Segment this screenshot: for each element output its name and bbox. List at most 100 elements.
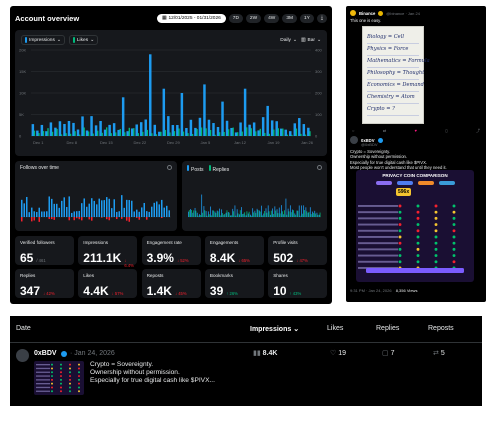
range-3m-button[interactable]: 3M [282, 13, 297, 23]
stat-card[interactable]: Profile visits 502 ↓ 47% [268, 236, 328, 265]
likes-bar [42, 131, 45, 136]
header-replies[interactable]: Replies [376, 325, 400, 332]
follow-bar [53, 203, 55, 217]
bookmark-icon[interactable]: ▯ [445, 128, 448, 133]
follow-bar [78, 210, 80, 217]
replies-bar [277, 213, 279, 217]
author-name[interactable]: 0xBDV [361, 137, 375, 143]
info-icon[interactable] [317, 165, 322, 170]
impressions-bar [135, 124, 138, 136]
stat-card[interactable]: Engagements 8.4K ↓ 65% [204, 236, 264, 265]
likes-bar [106, 127, 108, 136]
avatar[interactable] [350, 136, 358, 144]
likes-bar [227, 129, 230, 136]
replies-bar [195, 210, 197, 217]
avatar[interactable] [16, 349, 29, 362]
like-icon[interactable]: ♥ [414, 128, 417, 133]
replies-bar [246, 211, 248, 217]
info-icon[interactable] [167, 165, 172, 170]
impressions-bar [221, 101, 224, 136]
impressions-bar [54, 127, 57, 136]
likes-bar [128, 127, 130, 136]
posts-bar [227, 212, 229, 217]
range-2w-button[interactable]: 2W [245, 13, 262, 23]
avatar[interactable] [350, 10, 356, 16]
unfollow-bar [48, 217, 50, 219]
stat-card[interactable]: Replies 347 ↓ 42% [15, 269, 74, 298]
reply-icon[interactable]: ○ [352, 128, 355, 133]
replies-bar [297, 210, 299, 217]
replies-bar [262, 215, 263, 217]
replies-bar [204, 210, 206, 217]
card-cell-dot [452, 254, 456, 257]
handwritten-note-image[interactable]: Biology = Cell Physics = Force Mathemati… [362, 26, 430, 124]
repost-icon[interactable]: ⇄ [382, 128, 387, 133]
unfollow-bar [108, 217, 110, 221]
impressions-bar [234, 132, 238, 136]
likes-bar [160, 131, 162, 136]
bar-chart-icon: ▥ [300, 37, 306, 43]
range-1y-button[interactable]: 1Y [300, 13, 314, 23]
card-cell-dot [51, 386, 53, 389]
series-impressions-toggle[interactable]: Impressions ⌄ [21, 35, 65, 45]
row-media-thumbnail[interactable] [34, 361, 84, 395]
card-cell-dot [452, 260, 456, 264]
card-cell-dot [452, 204, 456, 208]
date-range-picker[interactable]: ▦ 12/01/2025 - 01/31/2026 [156, 13, 226, 23]
impressions-bar [275, 121, 278, 136]
likes-bar [65, 133, 67, 136]
granularity-select[interactable]: Daily ⌄ [280, 37, 297, 43]
header-date[interactable]: Date [16, 325, 31, 332]
unfollow-bar [116, 217, 118, 220]
series-likes-toggle[interactable]: Likes ⌄ [68, 35, 99, 45]
card-cell-dot [416, 216, 420, 220]
legend-replies[interactable]: Replies [208, 165, 229, 173]
chart-type-select[interactable]: ▥ Bar ⌄ [300, 37, 321, 43]
card-cell-dot [434, 260, 438, 264]
stat-card[interactable]: Likes 4.4K ↓ 57% [78, 269, 138, 298]
legend-posts[interactable]: Posts [187, 165, 204, 173]
card-cell-dot [69, 375, 71, 378]
card-cell-dot [452, 223, 456, 226]
stat-card[interactable]: Engagement rate 3.9% ↓ 52% [141, 236, 201, 265]
likes-bar [223, 131, 225, 136]
follow-bar [168, 210, 170, 217]
impressions-bar [298, 118, 301, 136]
page-title: Account overview [15, 13, 80, 23]
stat-label: Likes [83, 273, 95, 278]
posts-bar [232, 208, 234, 217]
unfollow-bar [38, 217, 40, 222]
row-author[interactable]: 0xBDV [34, 350, 57, 357]
range-7d-button[interactable]: 7D [228, 13, 243, 23]
follow-bar [116, 211, 118, 217]
share-icon[interactable]: ⤴ [475, 128, 480, 133]
card-cell-dot [416, 235, 420, 239]
table-row[interactable]: 0xBDV · Jan 24, 2026 Crypto = Sovereignt… [10, 343, 482, 405]
stat-card[interactable]: Impressions 211.1K ↓ 6.4% [78, 236, 138, 268]
stat-card[interactable]: Bookmarks 39 ↑ 26% [204, 269, 264, 298]
quoted-author-name[interactable]: Binance [359, 10, 376, 16]
privacy-comparison-card[interactable]: PRIVACY COIN COMPARISON 596x [356, 170, 474, 282]
likes-bar [196, 129, 198, 136]
y2-tick-label: 400 [315, 48, 322, 53]
download-icon[interactable]: ⤓ [316, 13, 327, 23]
header-likes[interactable]: Likes [327, 325, 344, 332]
unfollow-bar [91, 217, 93, 221]
stat-card[interactable]: Shares 10 ↑ 43% [268, 269, 328, 298]
stat-card[interactable]: Reposts 1.4K ↓ 45% [141, 269, 201, 298]
follow-bar [148, 211, 150, 217]
header-reposts[interactable]: Reposts [428, 325, 454, 332]
header-impressions[interactable]: Impressions ⌄ [250, 326, 300, 333]
posts-bar [314, 210, 316, 217]
likes-bar [295, 128, 298, 136]
card-cell-dot [51, 382, 53, 385]
y-tick-label: 5K [19, 112, 24, 117]
replies-bar [273, 214, 274, 217]
range-4w-button[interactable]: 4W [264, 13, 280, 23]
impressions-bar [139, 122, 143, 136]
posts-bar [301, 205, 302, 217]
likes-bar [137, 133, 140, 136]
stat-value: 347 [20, 284, 41, 298]
posts-bar [221, 209, 223, 217]
stat-card[interactable]: Verified followers 65/ 461 [15, 236, 74, 265]
